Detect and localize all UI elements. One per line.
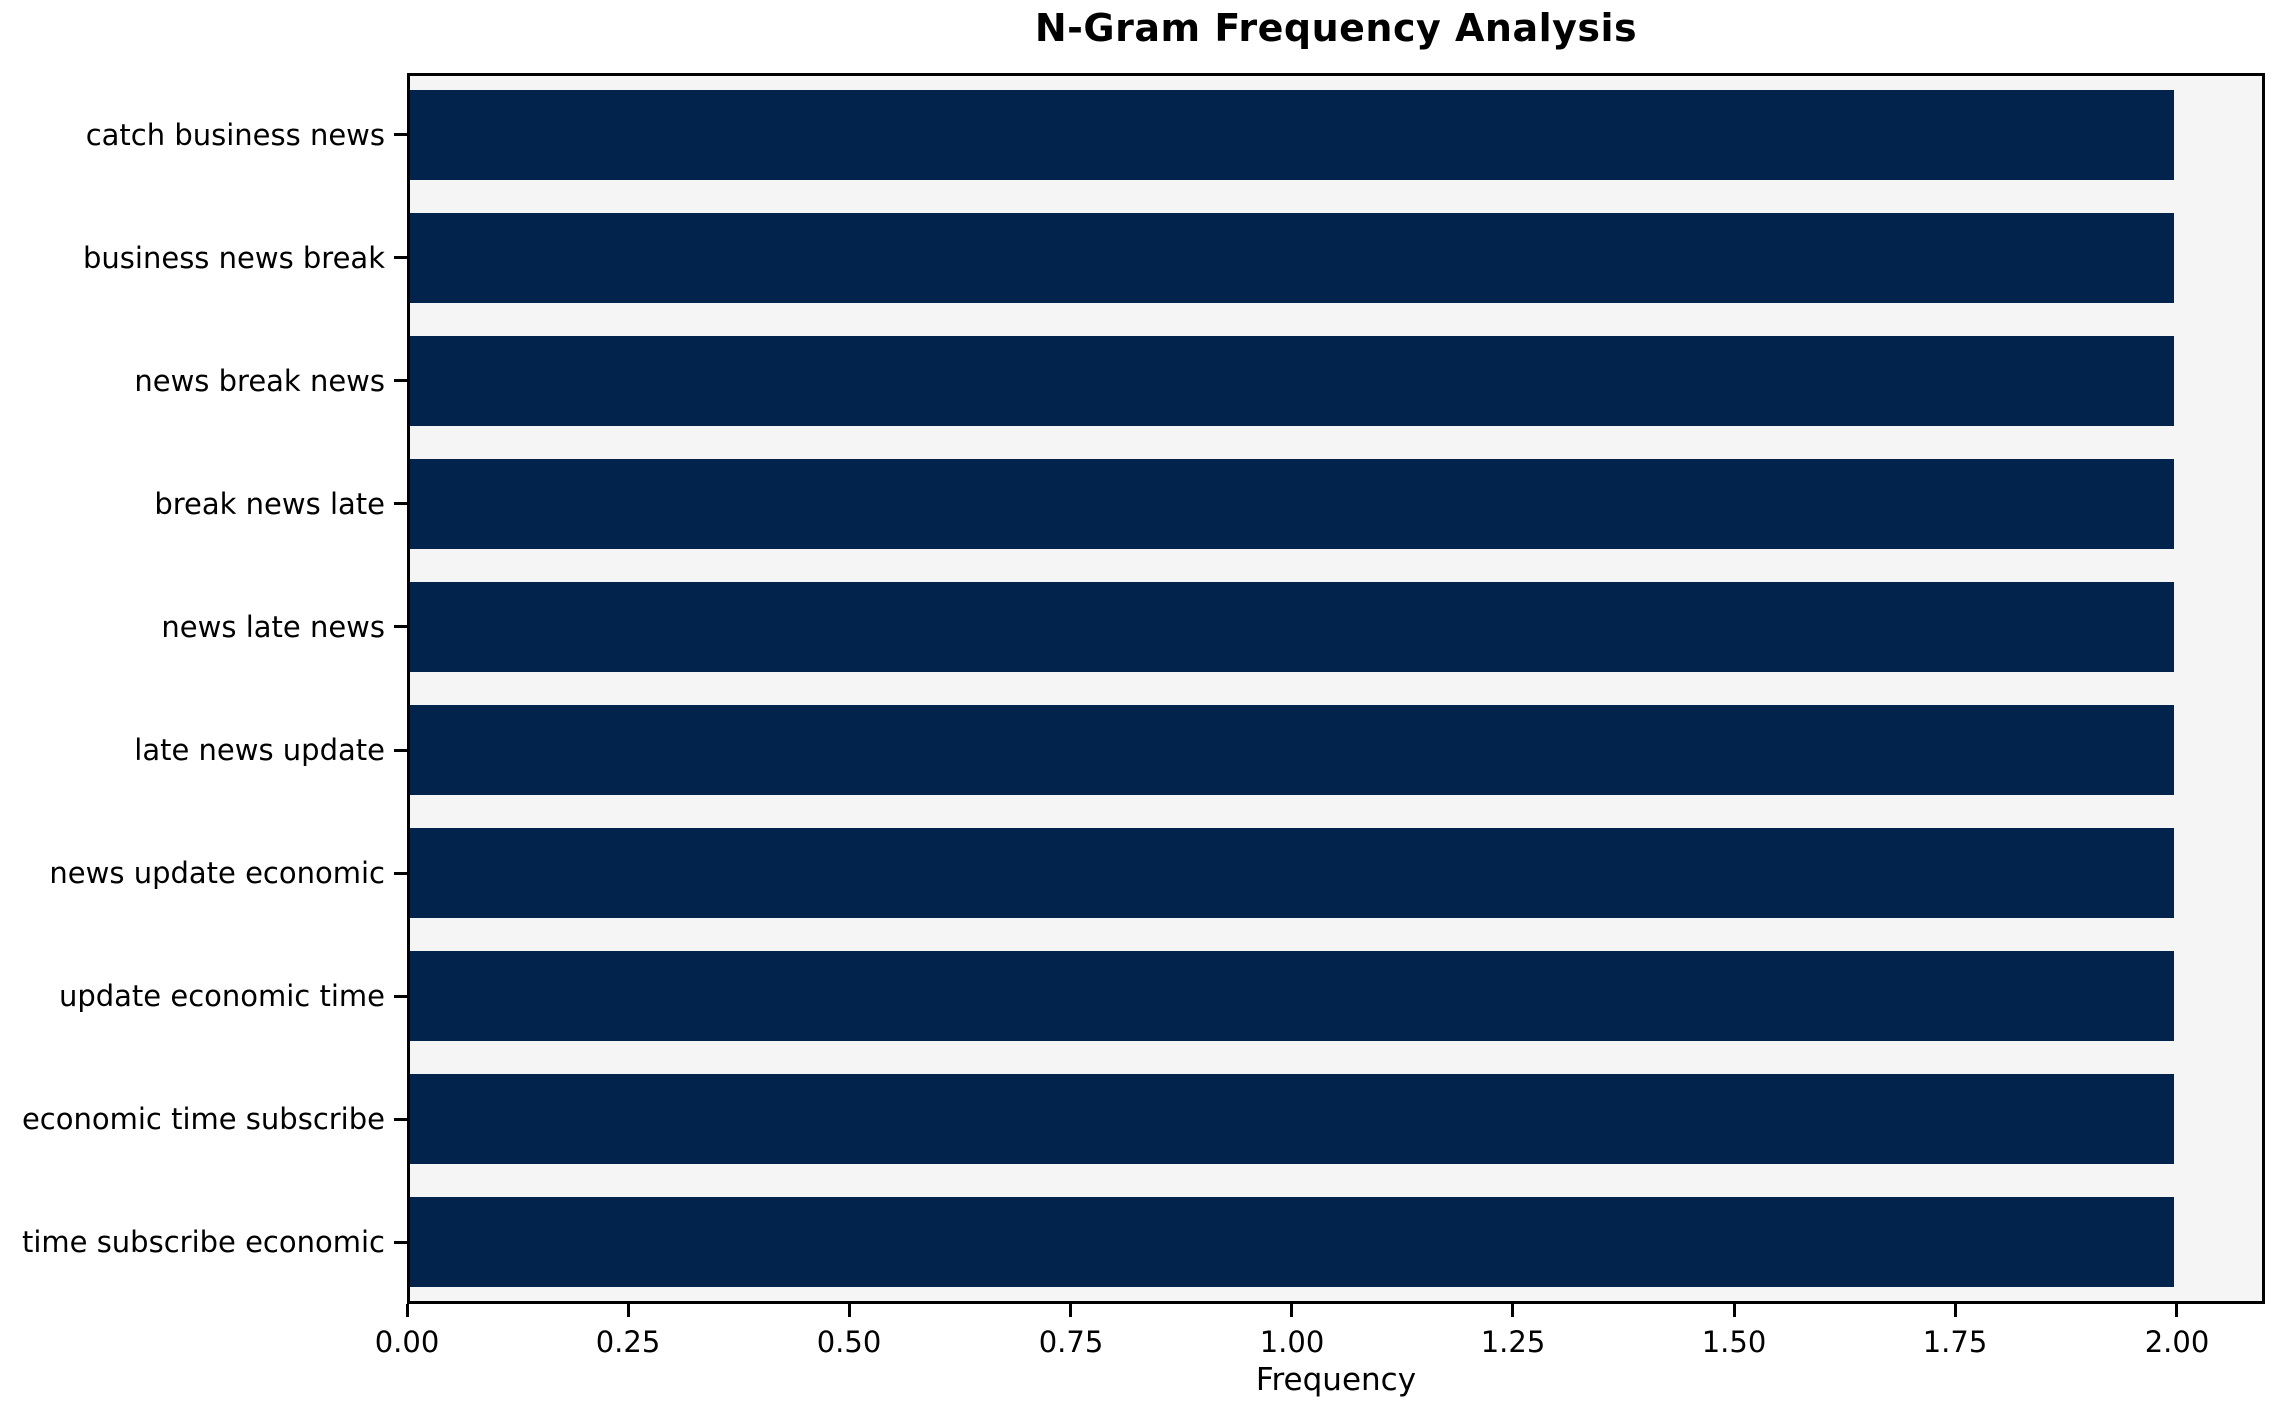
x-tick-mark xyxy=(1290,1304,1293,1317)
x-tick-label: 2.00 xyxy=(2144,1325,2210,1359)
bar-break-news-late xyxy=(410,459,2174,549)
y-tick-mark xyxy=(394,1118,407,1121)
x-tick-mark xyxy=(2175,1304,2178,1317)
x-tick-label: 1.75 xyxy=(1922,1325,1988,1359)
x-tick-mark xyxy=(1511,1304,1514,1317)
y-tick-label: late news update xyxy=(134,733,385,767)
chart-title: N-Gram Frequency Analysis xyxy=(1034,6,1638,50)
x-tick-label: 0.25 xyxy=(595,1325,661,1359)
y-tick-label: break news late xyxy=(154,487,385,521)
bar-news-update-economic xyxy=(410,828,2174,918)
y-tick-label: news late news xyxy=(161,610,385,644)
bar-catch-business-news xyxy=(410,90,2174,180)
x-axis-title: Frequency xyxy=(1255,1362,1417,1398)
y-tick-mark xyxy=(394,995,407,998)
x-tick-mark xyxy=(1954,1304,1957,1317)
y-tick-mark xyxy=(394,625,407,628)
y-tick-mark xyxy=(394,749,407,752)
x-tick-label: 0.50 xyxy=(816,1325,882,1359)
bar-business-news-break xyxy=(410,213,2174,303)
bar-update-economic-time xyxy=(410,951,2174,1041)
x-tick-mark xyxy=(1069,1304,1072,1317)
y-tick-mark xyxy=(394,872,407,875)
y-tick-mark xyxy=(394,133,407,136)
x-tick-mark xyxy=(848,1304,851,1317)
y-tick-mark xyxy=(394,256,407,259)
x-tick-mark xyxy=(406,1304,409,1317)
y-tick-label: update economic time xyxy=(58,979,385,1013)
y-tick-label: catch business news xyxy=(85,118,385,152)
y-tick-mark xyxy=(394,1241,407,1244)
bar-late-news-update xyxy=(410,705,2174,795)
y-tick-mark xyxy=(394,379,407,382)
y-tick-label: news break news xyxy=(134,364,385,398)
x-tick-label: 0.00 xyxy=(374,1325,440,1359)
bar-time-subscribe-economic xyxy=(410,1197,2174,1287)
x-tick-mark xyxy=(1733,1304,1736,1317)
bar-news-break-news xyxy=(410,336,2174,426)
x-tick-label: 0.75 xyxy=(1038,1325,1104,1359)
y-tick-label: news update economic xyxy=(49,856,385,890)
y-tick-label: economic time subscribe xyxy=(21,1102,385,1136)
y-tick-mark xyxy=(394,502,407,505)
bar-economic-time-subscribe xyxy=(410,1074,2174,1164)
y-tick-label: business news break xyxy=(83,241,385,275)
x-tick-label: 1.50 xyxy=(1701,1325,1767,1359)
x-tick-mark xyxy=(627,1304,630,1317)
y-tick-label: time subscribe economic xyxy=(21,1225,385,1259)
bar-news-late-news xyxy=(410,582,2174,672)
plot-area xyxy=(407,73,2265,1304)
x-tick-label: 1.25 xyxy=(1480,1325,1546,1359)
x-tick-label: 1.00 xyxy=(1259,1325,1325,1359)
